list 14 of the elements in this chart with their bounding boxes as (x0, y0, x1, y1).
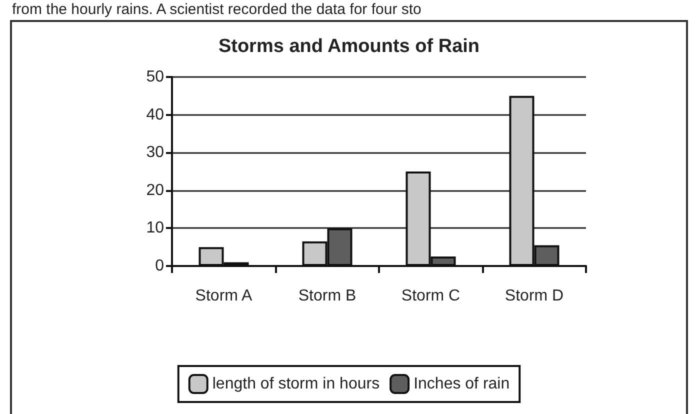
chart-title: Storms and Amounts of Rain (218, 36, 480, 57)
y-tick-label: 30 (146, 144, 164, 162)
x-tick-label: Storm C (401, 288, 460, 304)
y-tick-label: 40 (146, 106, 164, 124)
y-tick-label: 50 (146, 68, 164, 86)
text: from the hourly rains. A scientist recorded the data for four sto (12, 1, 422, 18)
x-tick-label: Storm D (504, 288, 564, 304)
x-tick-label: Storm A (195, 288, 253, 304)
x-tick-label: Storm B (298, 288, 356, 304)
y-tick-label: 10 (146, 220, 164, 237)
y-tick-label: 20 (146, 182, 164, 199)
y-tick-label: 0 (155, 258, 164, 274)
legend-label: length of storm in hours (212, 376, 380, 392)
legend-label: Inches of rain (414, 376, 510, 392)
